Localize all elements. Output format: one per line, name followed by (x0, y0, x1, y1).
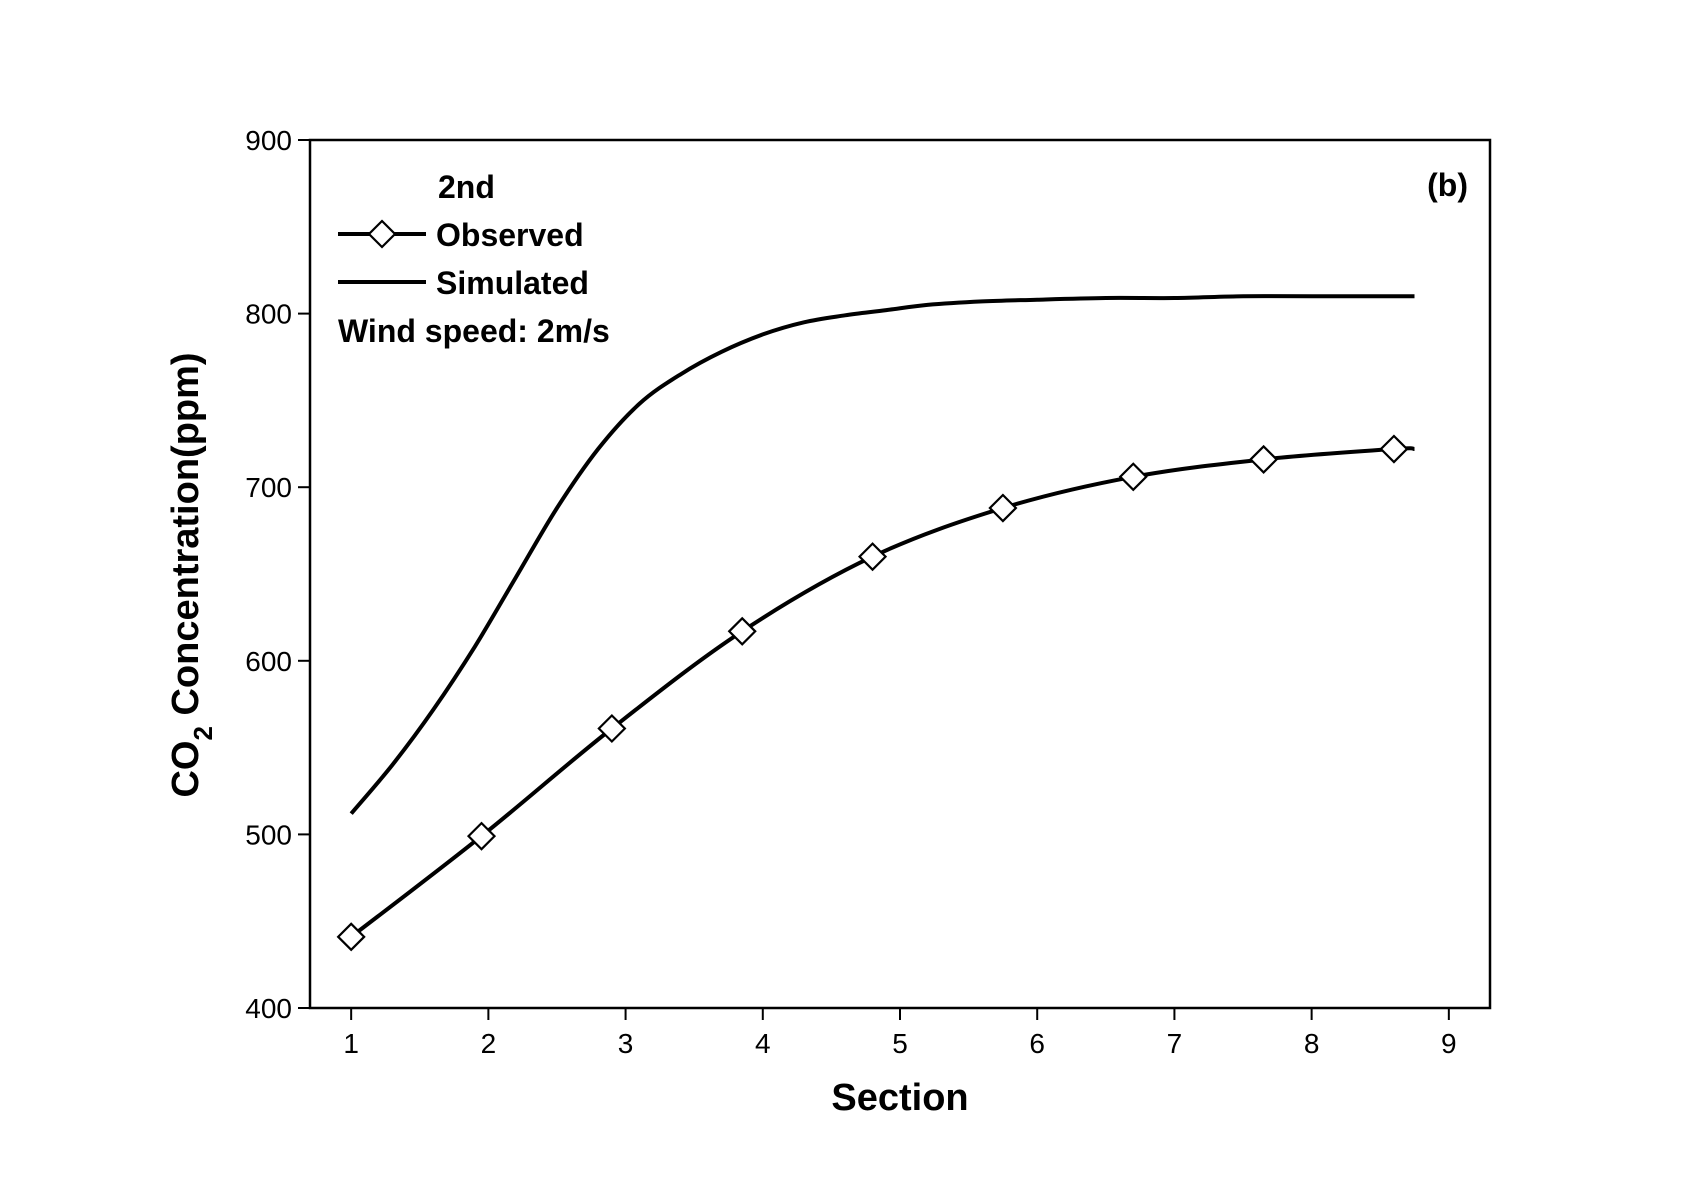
x-axis-ticks: 1 2 3 4 5 6 7 8 9 (343, 1008, 1457, 1059)
x-tick-label: 3 (618, 1028, 634, 1059)
y-tick-label: 400 (245, 993, 292, 1024)
legend: 2nd Observed Simulated Wind speed: 2m/s (338, 169, 610, 349)
y-tick-label: 900 (245, 125, 292, 156)
data-point-observed (597, 713, 627, 744)
panel-label: (b) (1427, 167, 1468, 203)
data-point-observed (858, 542, 888, 572)
y-axis-title-suffix: Concentration(ppm) (165, 352, 207, 726)
y-axis-title-subscript: 2 (188, 726, 218, 740)
y-tick-label: 600 (245, 646, 292, 677)
y-axis-ticks: 400 500 600 700 800 900 (245, 125, 310, 1024)
data-point-observed (727, 616, 757, 646)
legend-note: Wind speed: 2m/s (338, 313, 610, 349)
x-axis-title: Section (831, 1077, 968, 1119)
legend-observed-marker (367, 219, 397, 249)
legend-simulated-label: Simulated (436, 265, 589, 301)
x-tick-label: 7 (1167, 1028, 1183, 1059)
x-tick-label: 6 (1029, 1028, 1045, 1059)
x-tick-label: 2 (481, 1028, 497, 1059)
x-tick-label: 9 (1441, 1028, 1457, 1059)
x-tick-label: 8 (1304, 1028, 1320, 1059)
data-point-observed (988, 493, 1018, 523)
data-point-observed (466, 821, 497, 851)
series-layer (336, 294, 1415, 952)
y-tick-label: 500 (245, 819, 292, 850)
series-line-simulated (349, 294, 1415, 815)
y-tick-label: 800 (245, 299, 292, 330)
data-point-observed (1249, 444, 1279, 474)
y-tick-label: 700 (245, 472, 292, 503)
y-axis-title-prefix: CO (165, 741, 207, 798)
x-tick-label: 5 (892, 1028, 908, 1059)
data-point-observed (1118, 462, 1148, 492)
data-point-observed (1379, 434, 1409, 464)
legend-header: 2nd (438, 169, 495, 205)
y-axis-title: CO2 Concentration(ppm) (165, 352, 218, 797)
legend-observed-label: Observed (436, 217, 584, 253)
data-point-observed (336, 922, 366, 952)
x-tick-label: 4 (755, 1028, 771, 1059)
series-line-observed (349, 446, 1415, 939)
x-tick-label: 1 (343, 1028, 359, 1059)
